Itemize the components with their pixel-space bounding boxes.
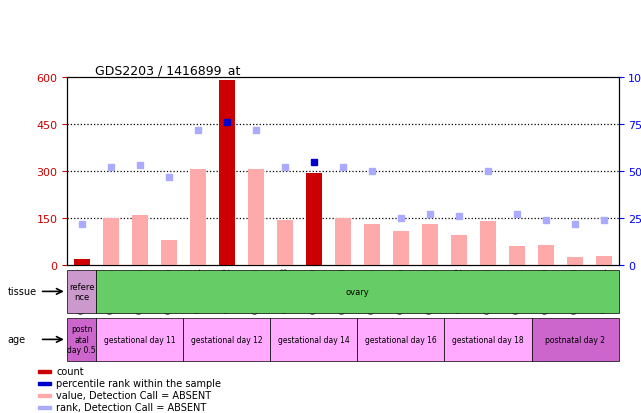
Text: count: count (56, 366, 84, 376)
Bar (219, 81, 235, 266)
Text: refere
nce: refere nce (69, 282, 95, 301)
Bar (596, 256, 612, 266)
Bar (480, 222, 496, 266)
Text: postnatal day 2: postnatal day 2 (545, 335, 605, 344)
Bar (38, 394, 51, 397)
Bar (358, 318, 444, 361)
Text: rank, Detection Call = ABSENT: rank, Detection Call = ABSENT (56, 402, 206, 412)
Bar (103, 218, 119, 266)
Bar (538, 245, 554, 266)
Bar (567, 258, 583, 266)
Bar (364, 225, 380, 266)
Text: ovary: ovary (345, 287, 369, 296)
Text: percentile rank within the sample: percentile rank within the sample (56, 378, 221, 388)
Bar (67, 270, 96, 313)
Bar (183, 318, 271, 361)
Bar (74, 259, 90, 266)
Text: GDS2203 / 1416899_at: GDS2203 / 1416899_at (95, 64, 240, 77)
Text: value, Detection Call = ABSENT: value, Detection Call = ABSENT (56, 390, 212, 400)
Bar (422, 225, 438, 266)
Bar (190, 170, 206, 266)
Bar (444, 318, 531, 361)
Bar (509, 247, 525, 266)
Text: tissue: tissue (8, 287, 37, 297)
Bar (38, 406, 51, 409)
Bar (306, 173, 322, 266)
Bar (38, 382, 51, 385)
Bar (335, 218, 351, 266)
Text: gestational day 11: gestational day 11 (104, 335, 176, 344)
Bar (271, 318, 358, 361)
Bar (248, 170, 264, 266)
Bar (96, 318, 183, 361)
Bar (531, 318, 619, 361)
Bar (277, 220, 293, 266)
Text: gestational day 12: gestational day 12 (191, 335, 263, 344)
Bar (67, 318, 96, 361)
Text: gestational day 14: gestational day 14 (278, 335, 350, 344)
Bar (132, 215, 148, 266)
Text: postn
atal
day 0.5: postn atal day 0.5 (67, 325, 96, 354)
Bar (451, 236, 467, 266)
Bar (393, 231, 409, 266)
Text: age: age (8, 335, 26, 344)
Bar (161, 240, 177, 266)
Text: gestational day 18: gestational day 18 (452, 335, 524, 344)
Bar (38, 370, 51, 373)
Text: gestational day 16: gestational day 16 (365, 335, 437, 344)
